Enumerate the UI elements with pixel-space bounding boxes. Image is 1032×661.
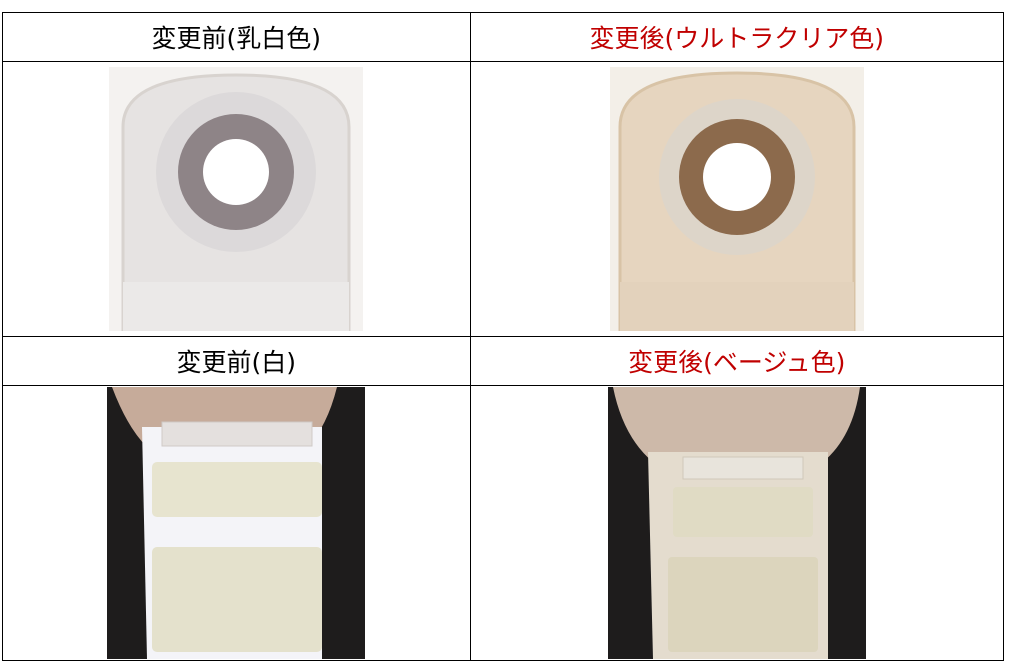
header-cell: 変更後(ウルトラクリア色)	[469, 12, 1005, 62]
header-cell: 変更前(乳白色)	[2, 12, 471, 62]
header-cell: 変更前(白)	[2, 336, 471, 386]
comparison-table: 変更前(乳白色) 変更後(ウルトラクリア色) 変更前(白) 変更後(ベージュ色)	[2, 12, 1005, 661]
milky-pouch-photo	[109, 67, 364, 331]
image-cell	[469, 385, 1005, 661]
beige-pouch-back-photo	[607, 387, 866, 659]
white-pouch-back-photo	[107, 387, 366, 659]
header-cell: 変更後(ベージュ色)	[469, 336, 1005, 386]
image-cell	[2, 61, 471, 337]
image-cell	[2, 385, 471, 661]
image-cell	[469, 61, 1005, 337]
clear-pouch-photo	[609, 67, 864, 331]
